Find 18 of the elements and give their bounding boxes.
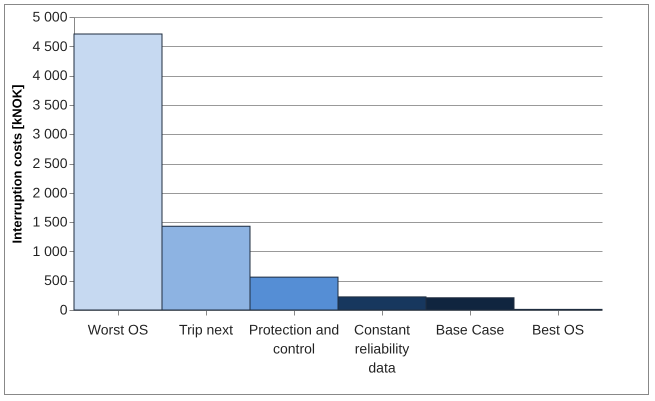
x-tick-label: Worst OS xyxy=(88,322,148,338)
x-tick-label: Protection and control xyxy=(248,322,340,356)
y-tick-label: 5 000 xyxy=(32,8,68,24)
y-tick-label: 3 000 xyxy=(32,126,68,142)
x-tick-label: Best OS xyxy=(532,322,584,338)
y-tick-label: 1 000 xyxy=(32,242,68,259)
y-axis-title: Interruption costs [kNOK] xyxy=(9,84,24,244)
x-tick-label: Constant reliability data xyxy=(354,322,410,376)
x-tick-label: Trip next xyxy=(179,322,234,338)
y-tick-label: 3 500 xyxy=(32,96,68,112)
y-tick-label: 2 000 xyxy=(32,184,68,200)
y-tick-label: 0 xyxy=(60,302,68,318)
y-tick-label: 500 xyxy=(44,272,68,288)
y-tick-label: 1 500 xyxy=(32,214,68,230)
y-tick-label: 4 500 xyxy=(32,38,68,54)
y-tick-label: 4 000 xyxy=(32,67,68,84)
x-tick-label: Base Case xyxy=(436,322,504,338)
y-tick-label: 2 500 xyxy=(32,155,68,171)
